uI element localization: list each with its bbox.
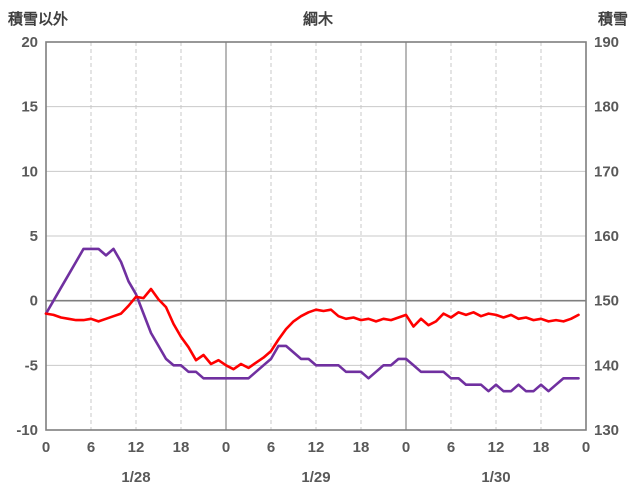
x-axis-tick: 6 (447, 439, 455, 456)
right-axis-tick: 180 (594, 99, 619, 116)
right-axis-tick: 130 (594, 422, 619, 439)
left-axis-tick: -5 (25, 357, 38, 374)
left-axis-tick: 5 (30, 228, 38, 245)
left-axis-tick: 15 (21, 99, 38, 116)
left-axis-tick: 10 (21, 163, 38, 180)
x-axis-tick: 12 (488, 439, 505, 456)
plot-border (45, 41, 587, 431)
x-axis-tick: 12 (308, 439, 325, 456)
x-axis-tick: 18 (533, 439, 550, 456)
right-axis-tick: 150 (594, 293, 619, 310)
x-axis-tick: 18 (173, 439, 190, 456)
x-axis-tick: 0 (582, 439, 590, 456)
x-axis-tick: 12 (128, 439, 145, 456)
x-axis-date-label: 1/28 (121, 469, 150, 486)
x-axis-date-label: 1/30 (481, 469, 510, 486)
left-axis-tick: 20 (21, 34, 38, 51)
series-line-snow (44, 247, 580, 393)
right-axis-tick: 160 (594, 228, 619, 245)
right-axis-tick: 170 (594, 163, 619, 180)
right-axis-tick: 190 (594, 34, 619, 51)
x-axis-tick: 0 (222, 439, 230, 456)
left-axis-tick: -10 (16, 422, 38, 439)
x-axis-tick: 0 (402, 439, 410, 456)
chart-title: 綱木 (302, 11, 333, 28)
right-axis-tick: 140 (594, 357, 619, 374)
x-axis-tick: 18 (353, 439, 370, 456)
x-axis-tick: 0 (42, 439, 50, 456)
left-axis-title: 積雪以外 (8, 11, 69, 28)
x-axis-date-label: 1/29 (301, 469, 330, 486)
right-axis-title: 積雪 (597, 11, 628, 28)
x-axis-tick: 6 (87, 439, 95, 456)
series-line-non-snow (44, 287, 580, 371)
left-axis-tick: 0 (30, 293, 38, 310)
x-axis-tick: 6 (267, 439, 275, 456)
